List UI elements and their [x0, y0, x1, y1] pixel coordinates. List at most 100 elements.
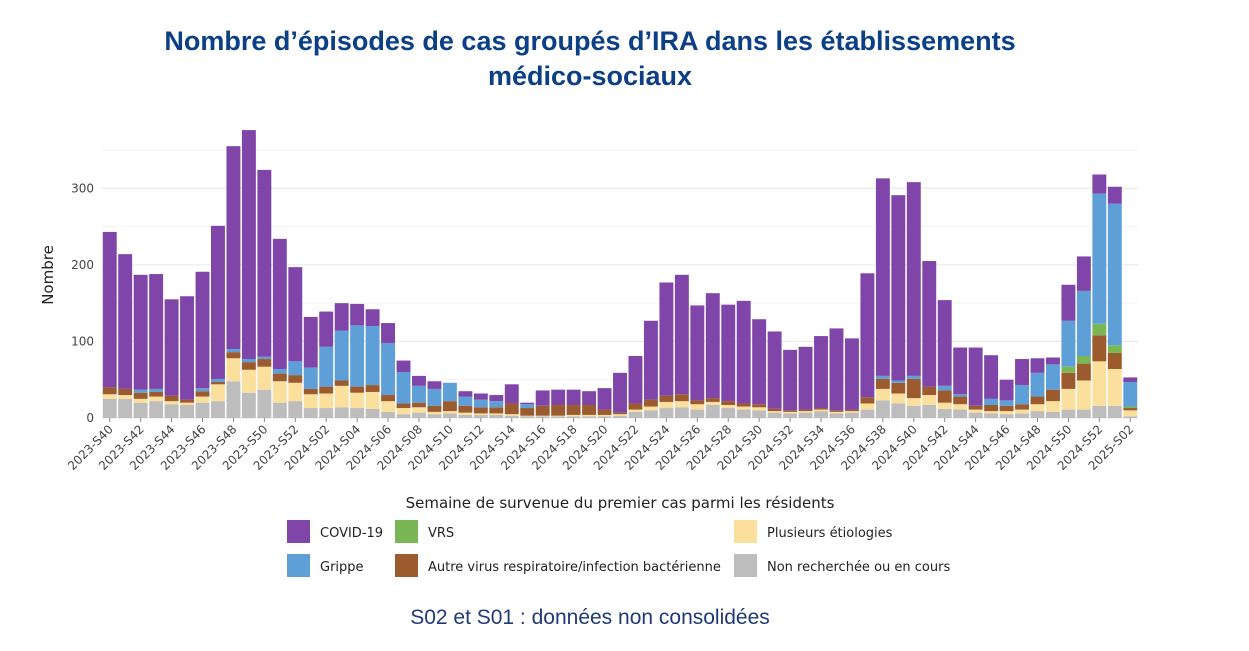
- bar-segment: [767, 412, 782, 418]
- bar-segment: [241, 362, 256, 370]
- bar-segment: [891, 403, 906, 418]
- bar-segment: [814, 411, 828, 418]
- bar-segment: [566, 414, 581, 417]
- bar-segment: [149, 401, 164, 418]
- bar-segment: [149, 388, 164, 392]
- bar-segment: [319, 346, 334, 387]
- bar-segment: [396, 414, 411, 418]
- bar-segment: [875, 378, 890, 389]
- bar-segment: [133, 402, 148, 418]
- bar-segment: [659, 282, 674, 396]
- bar-segment: [1092, 405, 1107, 418]
- bar-segment: [489, 401, 504, 408]
- y-axis-title: Nombre: [39, 245, 57, 305]
- bar-segment: [566, 389, 581, 405]
- bar-segment: [319, 311, 334, 347]
- bar-segment: [674, 274, 689, 395]
- y-tick-label: 300: [71, 181, 94, 195]
- x-axis-ticks: 2023-S402023-S422023-S442023-S462023-S48…: [65, 418, 1136, 473]
- bar-segment: [860, 403, 875, 410]
- bar-segment: [922, 261, 937, 387]
- bar-segment: [458, 414, 473, 418]
- bar-segment: [257, 359, 272, 367]
- bar-segment: [226, 146, 241, 350]
- bar-segment: [1107, 405, 1122, 418]
- bar-segment: [1107, 345, 1122, 353]
- bar-segment: [272, 373, 287, 382]
- bar-segment: [226, 358, 241, 382]
- bar-segment: [844, 411, 859, 413]
- bar-segment: [102, 398, 117, 418]
- bar-segment: [1030, 358, 1045, 373]
- bar-segment: [133, 274, 148, 390]
- y-axis-ticks: 0 100 200 300: [71, 181, 94, 425]
- bar-segment: [922, 395, 937, 405]
- bar-segment: [875, 388, 890, 401]
- bar-segment: [1045, 389, 1060, 402]
- bar-segment: [891, 195, 906, 381]
- bar-segment: [891, 393, 906, 404]
- bar-segment: [442, 411, 457, 414]
- bar-segment: [288, 267, 303, 362]
- bar-segment: [937, 385, 952, 391]
- bar-segment: [288, 382, 303, 402]
- bar-segment: [1061, 366, 1076, 373]
- bar-segment: [473, 399, 488, 408]
- bar-segment: [767, 331, 782, 409]
- bar-segment: [906, 378, 921, 399]
- bar-segment: [922, 386, 937, 396]
- bar-segment: [1092, 361, 1107, 406]
- bar-segment: [844, 338, 859, 410]
- bar-segment: [1092, 174, 1107, 194]
- bar-segment: [1107, 352, 1122, 369]
- x-axis-title: Semaine de survenue du premier cas parmi…: [406, 494, 835, 512]
- bar-segment: [566, 404, 581, 415]
- bar-segment: [365, 391, 380, 409]
- bar-segment: [891, 380, 906, 383]
- bar-segment: [968, 405, 983, 410]
- bar-segment: [458, 412, 473, 415]
- bar-segment: [180, 399, 195, 403]
- bar-segment: [829, 410, 844, 412]
- bar-segment: [1045, 411, 1060, 418]
- bar-segment: [102, 394, 117, 399]
- bar-segment: [875, 178, 890, 376]
- bar-segment: [752, 407, 767, 411]
- bar-segment: [149, 274, 164, 389]
- bar-segment: [211, 225, 225, 379]
- data-note: S02 et S01 : données non consolidées: [410, 606, 770, 629]
- bar-segment: [1061, 284, 1076, 321]
- bar-segment: [211, 378, 225, 383]
- bar-segment: [721, 404, 736, 409]
- bar-segment: [195, 391, 210, 397]
- bar-segment: [118, 388, 133, 396]
- bar-segment: [535, 416, 550, 418]
- legend-swatch: [734, 520, 757, 543]
- bar-segment: [1045, 364, 1060, 390]
- bar-segment: [582, 391, 597, 405]
- bar-segment: [968, 409, 983, 413]
- bar-segment: [180, 296, 195, 400]
- y-tick-label: 100: [71, 334, 94, 348]
- bar-segment: [102, 231, 117, 388]
- bar-segment: [752, 410, 767, 418]
- bar-segment: [937, 300, 952, 386]
- bar-segment: [1015, 385, 1029, 405]
- bar-segment: [953, 409, 968, 418]
- bar-segment: [736, 409, 751, 418]
- bar-segment: [551, 404, 566, 416]
- bar-segment: [303, 408, 318, 418]
- bar-segment: [906, 375, 921, 379]
- bar-segment: [1076, 256, 1091, 291]
- bar-segment: [690, 305, 705, 401]
- bar-segment: [458, 391, 473, 397]
- bar-segment: [783, 413, 798, 418]
- bar-segment: [334, 303, 349, 331]
- bar-segment: [365, 408, 380, 418]
- bar-segment: [814, 408, 828, 410]
- y-tick-label: 200: [71, 258, 94, 272]
- bar-segment: [875, 400, 890, 418]
- bar-segment: [396, 403, 411, 409]
- bar-segment: [721, 401, 736, 405]
- bar-segment: [1030, 372, 1045, 397]
